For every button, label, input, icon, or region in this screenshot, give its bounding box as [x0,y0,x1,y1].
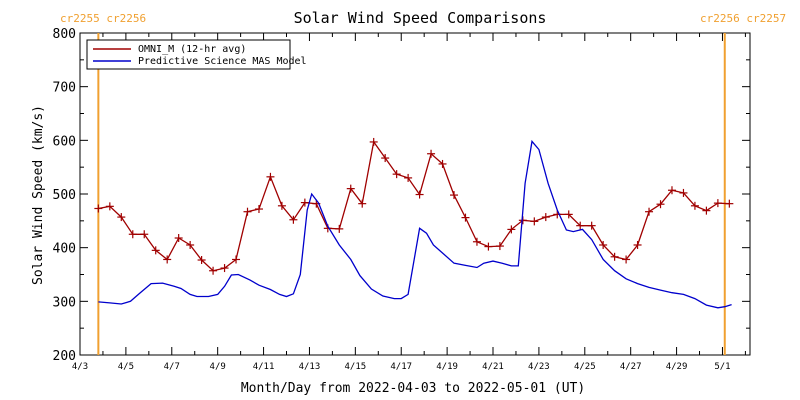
x-tick-label: 4/29 [666,362,688,372]
legend-box [86,39,291,70]
series-layer [94,137,734,309]
data-point-omni [151,246,160,255]
data-point-omni [186,240,195,249]
data-point-omni [369,137,378,146]
data-point-omni [484,242,493,251]
x-tick-label: 4/3 [72,362,88,372]
data-point-omni [254,205,263,214]
data-point-omni [232,255,241,264]
data-point-omni [702,206,711,215]
carrington-marker-label: cr2256 cr2257 [700,12,786,25]
data-point-omni [656,200,665,209]
plot-frame [79,32,751,356]
x-tick-label: 4/7 [164,362,180,372]
data-point-omni [610,252,619,261]
data-point-omni [576,221,585,230]
data-point-omni [243,207,252,216]
data-point-omni [117,213,126,222]
series-line-mas [98,139,732,309]
x-tick-label: 4/19 [436,362,458,372]
data-point-omni [266,172,275,181]
data-point-omni [289,215,298,224]
y-tick-label: 700 [53,81,76,96]
data-point-omni [633,240,642,249]
data-point-omni [128,230,137,239]
data-point-omni [163,255,172,264]
data-point-omni [392,170,401,179]
data-point-omni [530,217,539,226]
data-point-omni [300,198,309,207]
data-point-omni [209,266,218,275]
x-tick-label: 5/1 [714,362,730,372]
y-tick-label: 200 [53,349,76,364]
x-axis-label: Month/Day from 2022-04-03 to 2022-05-01 … [241,381,585,396]
data-point-omni [381,154,390,163]
carrington-markers: cr2255 cr2256 cr2256 cr2257 [60,12,786,355]
x-axis: 4/3 4/5 4/7 4/9 4/11 4/13 4/15 4/17 4/19 4/21 4/23… [72,33,746,372]
data-point-omni [94,204,103,213]
data-point-omni [622,255,631,264]
x-tick-label: 4/13 [299,362,321,372]
data-point-omni [690,201,699,210]
y-axis: 200 300 400 500 600 700 800 [53,27,750,364]
y-tick-label: 300 [53,295,76,310]
y-tick-label: 400 [53,242,76,257]
carrington-marker-label: cr2255 cr2256 [60,12,146,25]
data-point-omni [679,188,688,197]
data-point-omni [645,207,654,216]
data-point-omni [220,264,229,273]
x-tick-label: 4/17 [390,362,412,372]
data-point-omni [461,213,470,222]
x-tick-label: 4/21 [482,362,504,372]
y-tick-label: 600 [53,134,76,149]
data-point-omni [564,210,573,219]
data-point-omni [174,234,183,243]
y-axis-label: Solar Wind Speed (km/s) [31,105,46,285]
data-point-omni [587,221,596,230]
data-point-omni [438,159,447,168]
data-point-omni [404,173,413,182]
x-tick-label: 4/9 [210,362,226,372]
data-point-omni [277,201,286,210]
data-point-omni [472,237,481,246]
data-point-omni [105,202,114,211]
data-point-omni [335,224,344,233]
data-point-omni [140,230,149,239]
x-tick-label: 4/11 [253,362,275,372]
data-point-omni [495,242,504,251]
x-tick-label: 4/15 [344,362,366,372]
legend: OMNI_M (12-hr avg) Predictive Science MA… [86,39,307,70]
data-point-omni [450,191,459,200]
x-tick-label: 4/5 [118,362,134,372]
legend-label-mas: Predictive Science MAS Model [138,56,307,67]
chart-title: Solar Wind Speed Comparisons [294,9,547,27]
x-tick-label: 4/23 [528,362,550,372]
data-point-omni [346,184,355,193]
data-point-omni [599,240,608,249]
y-tick-label: 800 [53,27,76,42]
data-point-omni [197,256,206,265]
y-tick-label: 500 [53,188,76,203]
data-point-omni [507,225,516,234]
data-point-omni [725,199,734,208]
data-point-omni [667,186,676,195]
data-point-omni [427,149,436,158]
legend-label-omni: OMNI_M (12-hr avg) [138,44,246,55]
data-point-omni [358,199,367,208]
x-tick-label: 4/27 [620,362,642,372]
x-tick-label: 4/25 [574,362,596,372]
data-point-omni [713,199,722,208]
series-line-omni [98,140,730,272]
data-point-omni [541,213,550,222]
data-point-omni [415,190,424,199]
